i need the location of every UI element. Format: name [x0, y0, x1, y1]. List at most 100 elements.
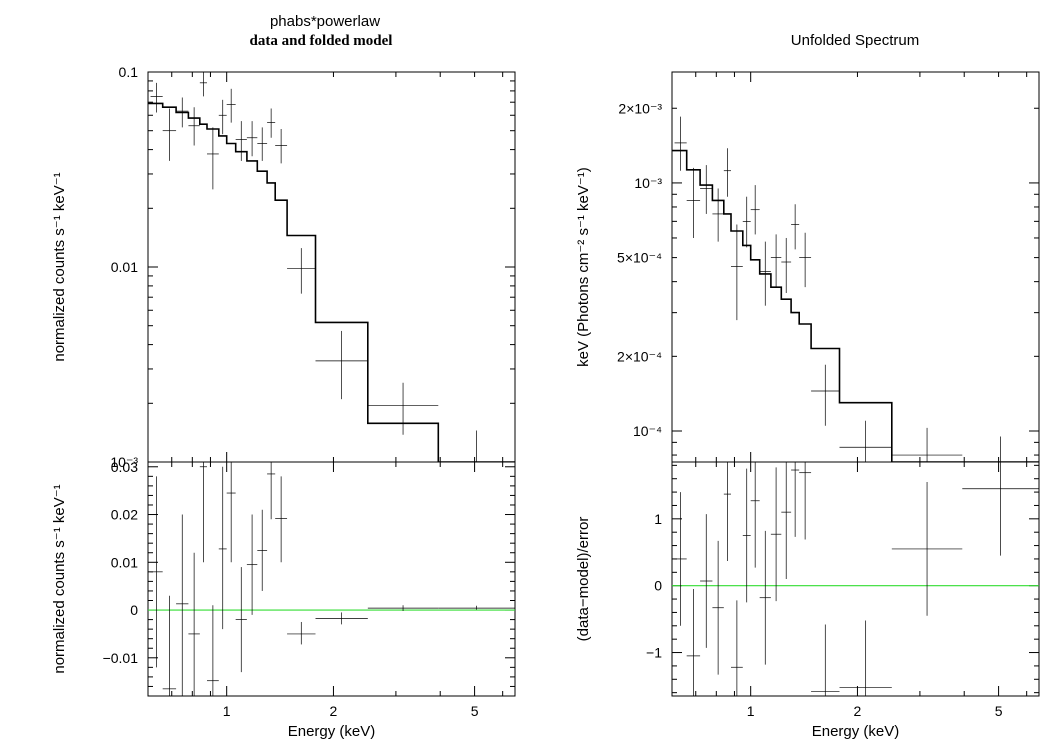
- panel-residuals-sigma: 1 0 −1 1 2 5 (data−model)/error Energy (keV): [575, 461, 1040, 740]
- data-point: [891, 427, 963, 462]
- data-point: [188, 107, 200, 146]
- model-curve: [148, 102, 515, 462]
- data-point: [367, 382, 439, 435]
- data-point: [257, 509, 268, 591]
- data-point: [162, 108, 177, 161]
- plot-frame: [147, 461, 516, 697]
- data-point: [759, 241, 771, 306]
- x-minor-ticks: [147, 462, 504, 696]
- data-point: [891, 482, 963, 616]
- data-point: [206, 127, 219, 190]
- data-point: [218, 466, 227, 630]
- y-axis-label: normalized counts s⁻¹ keV⁻¹: [51, 172, 68, 361]
- data-point: [770, 234, 782, 288]
- data-point: [712, 188, 724, 242]
- x-tick-label: 2: [330, 703, 338, 719]
- plot-area: [148, 72, 515, 462]
- data-point: [226, 462, 236, 563]
- model-curve: [672, 149, 1039, 462]
- y-minor-ticks: [148, 466, 515, 697]
- data-point: [811, 624, 840, 696]
- data-point: [759, 530, 771, 665]
- y-tick-label: −1: [646, 645, 662, 661]
- data-point: [199, 72, 207, 97]
- data-point: [962, 462, 1039, 556]
- x-axis-label: Energy (keV): [288, 723, 376, 740]
- x-tick-label: 5: [471, 703, 479, 719]
- data-point: [839, 620, 892, 696]
- data-point: [476, 430, 477, 462]
- data-points: [150, 72, 477, 462]
- data-point: [799, 462, 812, 540]
- data-point: [246, 514, 258, 615]
- data-point: [770, 467, 782, 602]
- data-point: [199, 462, 207, 563]
- data-point: [235, 121, 247, 161]
- data-point: [742, 196, 751, 248]
- left-plot-subtitle: data and folded model: [250, 33, 393, 49]
- y-tick-label: 1: [654, 511, 662, 527]
- data-point: [257, 127, 268, 161]
- y-tick-label: 10⁻³: [634, 175, 662, 191]
- right-plot-title: Unfolded Spectrum: [791, 32, 919, 49]
- data-point: [267, 462, 276, 520]
- y-minor-ticks: [148, 71, 515, 463]
- data-point: [150, 476, 163, 668]
- data-point: [781, 237, 792, 294]
- data-point: [781, 462, 792, 579]
- data-point: [315, 612, 368, 625]
- data-point: [438, 605, 515, 610]
- data-point: [750, 462, 760, 568]
- x-minor-ticks: [671, 462, 1028, 696]
- data-point: [188, 552, 200, 696]
- data-point: [962, 436, 1039, 462]
- left-plot-title: phabs*powerlaw: [270, 13, 380, 30]
- data-point: [811, 364, 840, 426]
- data-point: [176, 514, 189, 696]
- data-point: [791, 462, 800, 537]
- data-point: [730, 224, 743, 321]
- panel-data-folded-model: 0.1 0.01 10⁻³ normalized counts s⁻¹ keV⁻¹: [51, 64, 516, 470]
- data-point: [162, 595, 177, 696]
- x-minor-ticks: [147, 72, 504, 462]
- y-tick-label: 0.01: [111, 554, 138, 570]
- x-axis-label: Energy (keV): [812, 723, 900, 740]
- y-tick-label: 0: [654, 578, 662, 594]
- data-point: [674, 116, 687, 171]
- y-tick-label: 5×10⁻⁴: [617, 250, 662, 266]
- y-tick-label: 0.01: [111, 259, 138, 275]
- data-point: [700, 165, 713, 214]
- y-minor-ticks: [672, 107, 1039, 456]
- data-point: [750, 185, 760, 235]
- data-point: [674, 492, 687, 626]
- y-axis-label: keV (Photons cm⁻² s⁻¹ keV⁻¹): [575, 167, 592, 367]
- panel-unfolded-spectrum: 2×10⁻³ 10⁻³ 5×10⁻⁴ 2×10⁻⁴ 10⁻⁴ keV (Photons c…: [575, 71, 1040, 463]
- panel-residuals-counts: 0.03 0.02 0.01 0 −0.01 1 2 5 normalized counts s…: [51, 459, 516, 740]
- data-point: [315, 330, 368, 400]
- data-point: [206, 605, 219, 696]
- data-point: [367, 605, 439, 611]
- x-tick-label: 1: [747, 703, 755, 719]
- data-points: [674, 462, 1039, 696]
- y-tick-label: 0: [130, 602, 138, 618]
- data-points: [674, 116, 1039, 462]
- data-point: [287, 248, 316, 294]
- y-tick-label: −0.01: [103, 650, 139, 666]
- y-minor-ticks: [672, 464, 1039, 694]
- data-point: [742, 468, 751, 603]
- y-tick-label: 2×10⁻⁴: [617, 348, 662, 364]
- data-point: [150, 82, 163, 113]
- data-point: [275, 129, 288, 164]
- y-tick-label: 0.03: [111, 459, 138, 475]
- data-point: [287, 621, 316, 645]
- data-point: [712, 540, 724, 675]
- data-point: [723, 148, 731, 197]
- data-points: [150, 462, 515, 696]
- data-point: [791, 204, 800, 250]
- data-point: [730, 600, 743, 696]
- data-point: [275, 476, 288, 563]
- data-point: [267, 108, 276, 138]
- y-tick-label: 0.02: [111, 507, 138, 523]
- data-point: [700, 514, 713, 648]
